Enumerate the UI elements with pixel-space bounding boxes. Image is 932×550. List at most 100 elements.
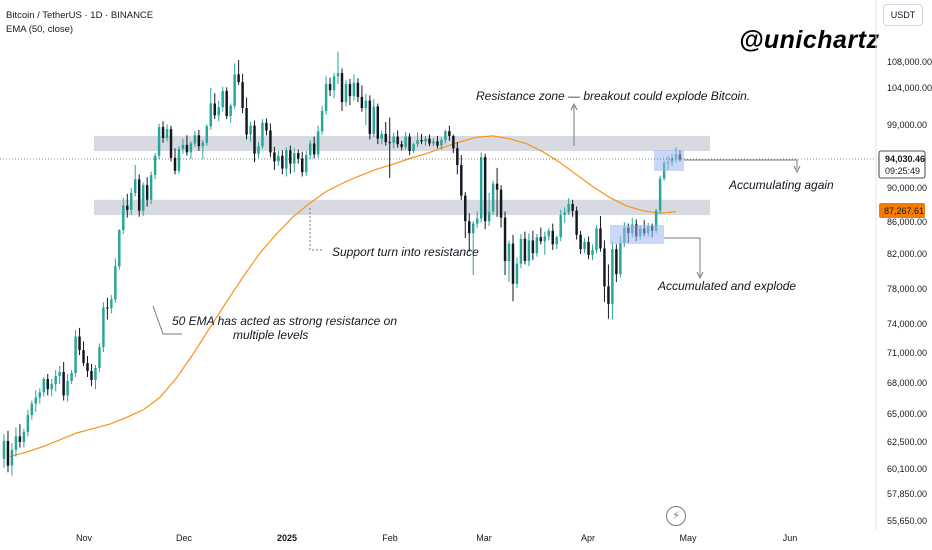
candle-body [316, 131, 320, 155]
candle-body [106, 307, 109, 309]
ema-value-label: 87,267.61 [884, 206, 924, 216]
candle-body [563, 212, 566, 216]
candle-body [432, 141, 435, 144]
candle-body [356, 82, 360, 97]
candle-body [567, 203, 570, 213]
candle-body [241, 82, 244, 108]
candle-body [515, 263, 519, 284]
candle-body [352, 82, 356, 97]
candle-body [157, 127, 161, 156]
candle-body [126, 205, 129, 210]
candle-body [388, 142, 391, 144]
x-tick-label: Apr [581, 533, 595, 543]
candle-body [507, 243, 511, 261]
candle-body [225, 90, 228, 117]
candle-body [293, 153, 296, 164]
y-tick-label: 104,000.00 [887, 83, 932, 93]
candle-body [58, 372, 61, 376]
accumulating-arrow-head [793, 165, 801, 174]
candle-body [189, 143, 193, 153]
candle-body [360, 96, 364, 108]
candle-body [14, 436, 18, 450]
candle-body [595, 228, 598, 250]
candle-body [404, 136, 407, 147]
candle-body [583, 242, 586, 250]
candles-layer [2, 51, 682, 476]
chart-header: Bitcoin / TetherUS · 1D · BINANCE EMA (5… [6, 9, 153, 37]
candle-body [197, 135, 201, 147]
candle-body [273, 152, 276, 162]
candle-body [535, 237, 539, 254]
candle-body [217, 107, 220, 116]
x-tick-label: May [679, 533, 697, 543]
candle-body [519, 238, 523, 264]
accumulating-arrow-line [684, 159, 798, 169]
candle-body [98, 347, 101, 368]
candle-body [440, 140, 443, 146]
candle-body [499, 189, 503, 218]
ema-note-line1: 50 EMA has acted as strong resistance on [172, 314, 397, 328]
candle-body [173, 157, 177, 171]
candle-body [54, 376, 57, 385]
candle-body [456, 148, 459, 165]
candle-body [221, 90, 224, 108]
candle-body [344, 84, 348, 103]
candle-body [324, 84, 328, 111]
candle-body [122, 205, 125, 230]
candle-body [2, 440, 6, 459]
annotations-layer: Resistance zone — breakout could explode… [172, 89, 834, 342]
candle-body [94, 368, 97, 380]
candle-body [118, 230, 121, 267]
candle-body [34, 397, 38, 404]
y-tick-label: 68,000.00 [887, 378, 927, 388]
indicator-line[interactable]: EMA (50, close) [6, 24, 74, 35]
candle-body [452, 135, 455, 149]
candle-body [412, 144, 415, 151]
symbol-line[interactable]: Bitcoin / TetherUS · 1D · BINANCE [6, 10, 154, 21]
candle-body [384, 133, 387, 143]
candle-body [38, 392, 42, 398]
x-tick-label: Feb [382, 533, 398, 543]
explode-arrow-head [696, 271, 704, 280]
y-tick-label: 55,650.00 [887, 516, 927, 526]
support-turn-label: Support turn into resistance [332, 245, 479, 259]
candle-body [555, 237, 558, 245]
candle-body [599, 228, 602, 249]
candle-body [320, 110, 324, 132]
candle-body [153, 155, 157, 176]
candle-body [396, 136, 399, 145]
candle-body [543, 236, 547, 242]
ema-note-line2: multiple levels [233, 328, 308, 342]
x-tick-label: 2025 [277, 533, 297, 543]
support-turned-resistance-zone [94, 199, 710, 216]
candle-body [571, 203, 574, 211]
candle-body [348, 84, 352, 97]
candle-body [408, 136, 411, 151]
candle-body [82, 350, 85, 363]
candle-body [658, 178, 662, 211]
candle-body [332, 76, 336, 91]
candle-body [253, 125, 256, 154]
ema-50-line [9, 135, 677, 458]
currency-button[interactable]: USDT [883, 4, 923, 26]
candle-body [376, 106, 380, 139]
candle-body [161, 127, 165, 138]
candle-body [587, 242, 590, 255]
candle-body [301, 158, 304, 173]
candle-body [265, 122, 268, 131]
lightning-icon[interactable]: ⚡ [666, 506, 686, 526]
candle-body [213, 103, 216, 116]
candle-body [46, 379, 49, 390]
x-tick-label: Mar [476, 533, 492, 543]
candle-body [448, 131, 451, 136]
x-tick-label: Jun [783, 533, 798, 543]
candle-body [479, 157, 483, 219]
candle-body [110, 299, 113, 309]
candle-body [145, 185, 149, 200]
candle-body [165, 129, 169, 138]
candle-body [575, 210, 578, 235]
candle-body [615, 249, 618, 275]
candle-body [304, 155, 308, 173]
accumulating-again-label: Accumulating again [728, 178, 834, 192]
